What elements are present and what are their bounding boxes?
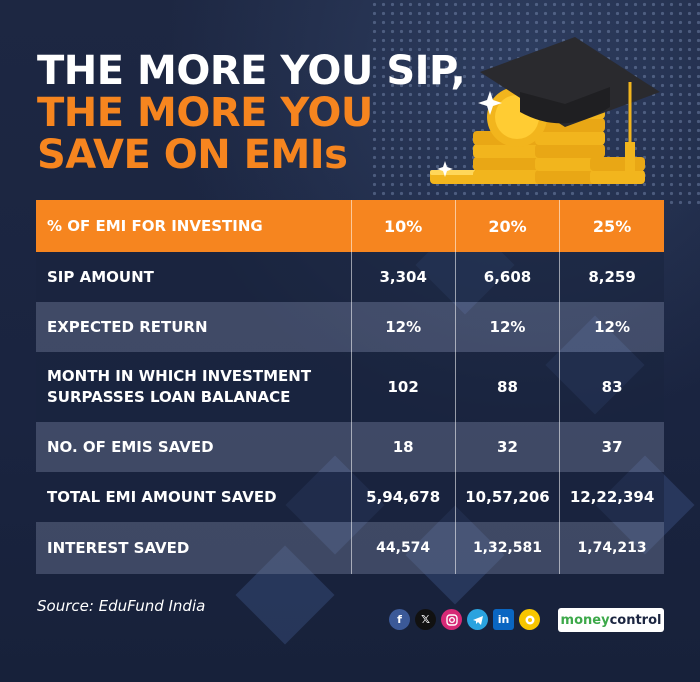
linkedin-icon[interactable]: in — [493, 609, 514, 630]
graduation-cap-coins-illustration — [430, 37, 660, 184]
cell-value: 6,608 — [455, 252, 561, 302]
cell-value: 1,32,581 — [455, 522, 561, 574]
cell-value: 10,57,206 — [455, 472, 561, 522]
instagram-icon[interactable] — [441, 609, 462, 630]
row-label: INTEREST SAVED — [36, 522, 352, 574]
header-label: % OF EMI FOR INVESTING — [36, 200, 352, 252]
table-header-row: % OF EMI FOR INVESTING 10% 20% 25% — [36, 200, 664, 252]
koo-icon[interactable] — [519, 609, 540, 630]
row-label-line-1: MONTH IN WHICH INVESTMENT — [47, 367, 312, 385]
cell-value: 88 — [455, 352, 561, 422]
row-label: EXPECTED RETURN — [36, 302, 352, 352]
headline-line-1: THE MORE YOU SIP, — [37, 48, 466, 94]
row-label: MONTH IN WHICH INVESTMENT SURPASSES LOAN… — [36, 352, 352, 422]
cell-value: 44,574 — [351, 522, 456, 574]
header-col: 20% — [455, 200, 561, 252]
source-note: Source: EduFund India — [37, 597, 206, 615]
cell-value: 12% — [351, 302, 456, 352]
moneycontrol-logo: money control — [558, 608, 664, 632]
row-label: TOTAL EMI AMOUNT SAVED — [36, 472, 352, 522]
cell-value: 12% — [559, 302, 664, 352]
cell-value: 37 — [559, 422, 664, 472]
row-label: SIP AMOUNT — [36, 252, 352, 302]
cell-value: 102 — [351, 352, 456, 422]
headline: THE MORE YOU SIP, THE MORE YOU SAVE ON E… — [37, 48, 466, 178]
table-row: NO. OF EMIS SAVED 18 32 37 — [36, 422, 664, 472]
row-label-line-2: SURPASSES LOAN BALANACE — [47, 388, 291, 406]
cell-value: 18 — [351, 422, 456, 472]
table-row: INTEREST SAVED 44,574 1,32,581 1,74,213 — [36, 522, 664, 574]
table-row: SIP AMOUNT 3,304 6,608 8,259 — [36, 252, 664, 302]
cell-value: 3,304 — [351, 252, 456, 302]
emi-savings-table: % OF EMI FOR INVESTING 10% 20% 25% SIP A… — [36, 200, 664, 574]
cell-value: 32 — [455, 422, 561, 472]
telegram-icon[interactable] — [467, 609, 488, 630]
cell-value: 1,74,213 — [559, 522, 664, 574]
social-icons: f 𝕏 in — [389, 609, 540, 630]
cell-value: 12% — [455, 302, 561, 352]
headline-line-3: SAVE ON EMIs — [37, 132, 348, 178]
table-row: MONTH IN WHICH INVESTMENT SURPASSES LOAN… — [36, 352, 664, 422]
logo-part-control: control — [609, 612, 662, 628]
cell-value: 5,94,678 — [351, 472, 456, 522]
table-row: TOTAL EMI AMOUNT SAVED 5,94,678 10,57,20… — [36, 472, 664, 522]
x-icon[interactable]: 𝕏 — [415, 609, 436, 630]
graduation-cap-icon — [480, 37, 660, 184]
table-row: EXPECTED RETURN 12% 12% 12% — [36, 302, 664, 352]
row-label: NO. OF EMIS SAVED — [36, 422, 352, 472]
headline-line-2: THE MORE YOU — [37, 90, 373, 136]
facebook-icon[interactable]: f — [389, 609, 410, 630]
logo-part-money: money — [560, 612, 610, 628]
cell-value: 12,22,394 — [559, 472, 664, 522]
cell-value: 83 — [559, 352, 664, 422]
header-col: 10% — [351, 200, 456, 252]
cell-value: 8,259 — [559, 252, 664, 302]
sparkle-icon — [478, 91, 502, 115]
header-col: 25% — [559, 200, 664, 252]
